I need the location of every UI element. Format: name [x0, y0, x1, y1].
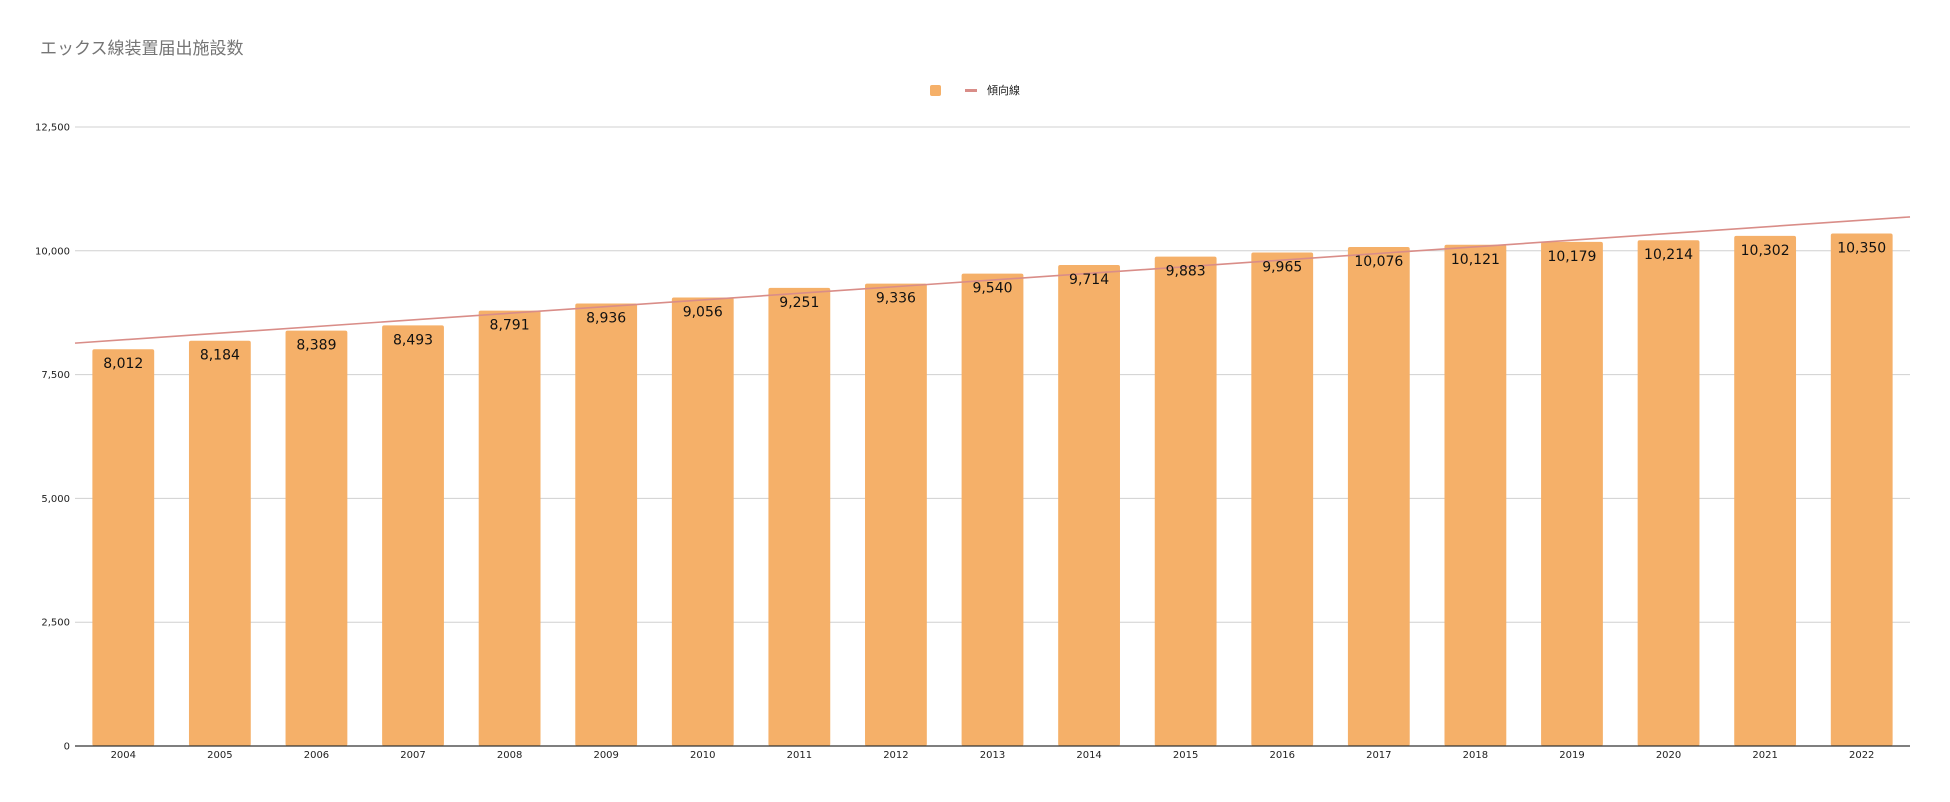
- x-tick-label: 2011: [787, 750, 812, 761]
- bar: [865, 283, 927, 746]
- bar: [1830, 233, 1893, 746]
- x-tick-label: 2009: [593, 750, 618, 761]
- y-tick-label: 12,500: [35, 123, 70, 134]
- y-tick-label: 2,500: [41, 618, 70, 629]
- x-tick-label: 2022: [1849, 750, 1874, 761]
- data-label: 9,251: [779, 295, 819, 311]
- data-label: 8,389: [296, 338, 336, 354]
- y-tick-label: 0: [64, 742, 70, 753]
- y-tick-label: 10,000: [35, 246, 70, 257]
- data-label: 10,179: [1547, 249, 1596, 265]
- bar: [1734, 235, 1797, 746]
- data-label: 8,936: [586, 310, 626, 326]
- bar: [768, 287, 831, 746]
- data-label: 10,076: [1354, 254, 1403, 270]
- data-label: 9,056: [683, 305, 723, 321]
- axes: 0 2,500 5,000 7,500 10,000 12,500 2004 2005 2006…: [35, 123, 1910, 761]
- data-label: 8,791: [490, 318, 530, 334]
- data-label: 9,883: [1166, 264, 1206, 280]
- bar: [575, 303, 638, 746]
- y-tick-label: 7,500: [41, 370, 70, 381]
- data-label: 8,012: [103, 356, 143, 372]
- x-tick-label: 2004: [111, 750, 136, 761]
- x-tick-label: 2015: [1173, 750, 1198, 761]
- bar: [478, 310, 541, 746]
- bar: [1637, 240, 1700, 747]
- x-tick-label: 2019: [1559, 750, 1584, 761]
- x-tick-label: 2010: [690, 750, 715, 761]
- legend-trendline-swatch: [965, 88, 977, 92]
- trendline: [74, 216, 1911, 344]
- x-tick-label: 2014: [1076, 750, 1101, 761]
- x-tick-label: 2018: [1463, 750, 1488, 761]
- y-tick-label: 5,000: [41, 494, 70, 505]
- bar: [382, 325, 444, 746]
- x-tick-label: 2007: [400, 750, 425, 761]
- data-label: 8,493: [393, 332, 433, 348]
- bar: [285, 330, 348, 746]
- bar: [1154, 256, 1217, 746]
- bar: [961, 273, 1024, 746]
- data-label: 10,214: [1644, 247, 1693, 263]
- x-tick-label: 2021: [1752, 750, 1777, 761]
- legend-trendline-label: 傾向線: [987, 84, 1020, 97]
- x-tick-label: 2016: [1270, 750, 1295, 761]
- x-tick-label: 2012: [883, 750, 908, 761]
- trendline-layer: [74, 216, 1911, 344]
- data-labels: 8,012 8,184 8,389 8,493 8,791 8,936 9,056 9,251…: [103, 240, 1886, 372]
- data-label: 10,121: [1451, 252, 1500, 268]
- data-label: 9,336: [876, 291, 916, 307]
- bar: [1347, 247, 1410, 746]
- bar: [188, 340, 251, 746]
- bar: [1251, 252, 1314, 746]
- legend: 傾向線: [0, 82, 1950, 98]
- data-label: 10,302: [1741, 243, 1790, 259]
- data-label: 9,714: [1069, 272, 1109, 288]
- x-tick-label: 2008: [497, 750, 522, 761]
- x-tick-label: 2013: [980, 750, 1005, 761]
- data-label: 9,965: [1262, 260, 1302, 276]
- x-tick-label: 2006: [304, 750, 329, 761]
- data-label: 9,540: [972, 281, 1012, 297]
- bar: [1444, 244, 1507, 746]
- bar: [92, 349, 155, 746]
- bars: [92, 233, 1893, 747]
- bar: [1058, 264, 1120, 746]
- x-tick-label: 2020: [1656, 750, 1681, 761]
- bar: [1541, 241, 1603, 746]
- x-tick-label: 2005: [207, 750, 232, 761]
- x-tick-label: 2017: [1366, 750, 1391, 761]
- chart-title: エックス線装置届出施設数: [40, 39, 244, 59]
- data-label: 10,350: [1837, 240, 1886, 256]
- bar: [671, 297, 734, 746]
- data-label: 8,184: [200, 348, 240, 364]
- legend-bar-swatch: [930, 84, 941, 96]
